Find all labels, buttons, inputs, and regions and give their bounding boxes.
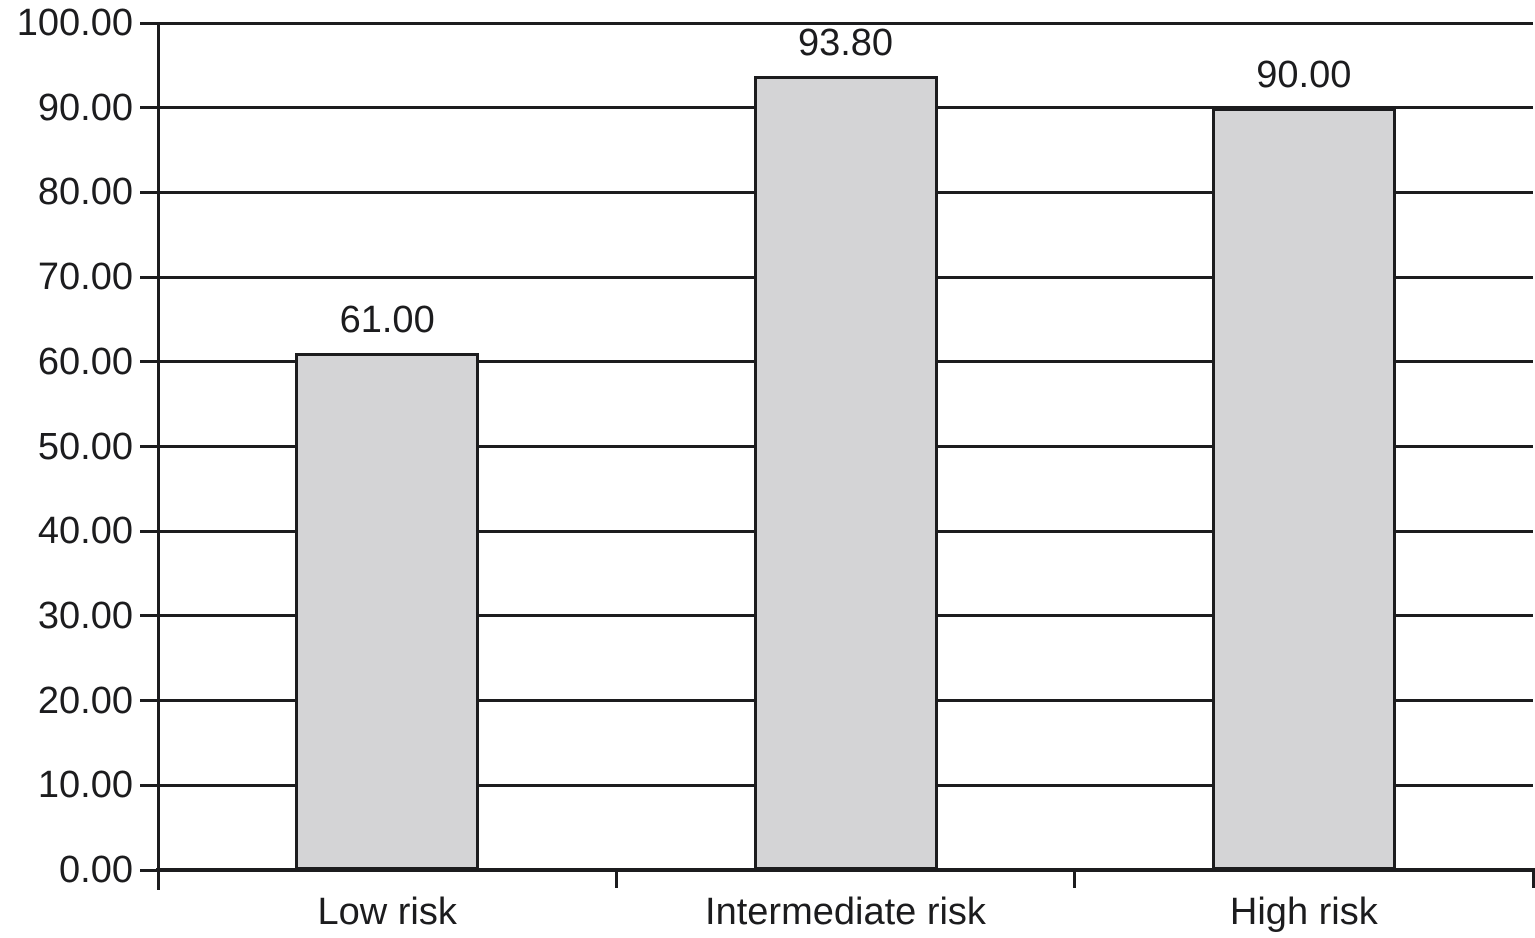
y-axis-tick bbox=[140, 868, 158, 872]
y-tick-label: 0.00 bbox=[59, 849, 133, 891]
x-axis-tick bbox=[614, 870, 618, 888]
y-axis-tick bbox=[140, 21, 158, 25]
y-tick-label: 70.00 bbox=[37, 256, 133, 299]
bar-value-label: 93.80 bbox=[797, 21, 894, 64]
y-axis-tick bbox=[140, 190, 158, 194]
y-axis-tick bbox=[140, 360, 158, 364]
y-tick-label: 60.00 bbox=[37, 340, 133, 383]
x-category-label: Intermediate risk bbox=[705, 891, 986, 933]
bar-value-label: 90.00 bbox=[1256, 53, 1352, 96]
x-category-label: Low risk bbox=[317, 891, 457, 933]
bar bbox=[1211, 107, 1396, 870]
y-tick-label: 80.00 bbox=[37, 171, 133, 214]
y-tick-label: 90.00 bbox=[37, 86, 133, 129]
y-axis-tick bbox=[140, 529, 158, 533]
bar-value-label: 61.00 bbox=[339, 299, 435, 342]
x-axis-tick bbox=[1073, 870, 1077, 888]
bar bbox=[753, 75, 938, 870]
y-axis-tick bbox=[140, 275, 158, 279]
y-tick-label: 100.00 bbox=[16, 2, 133, 44]
y-axis-tick bbox=[140, 699, 158, 703]
y-tick-label: 20.00 bbox=[37, 679, 133, 722]
y-tick-label: 40.00 bbox=[37, 510, 133, 553]
y-axis-tick bbox=[140, 106, 158, 110]
y-tick-label: 10.00 bbox=[37, 764, 133, 807]
y-tick-label: 50.00 bbox=[37, 425, 133, 468]
bar bbox=[295, 353, 480, 870]
y-tick-label: 30.00 bbox=[37, 594, 133, 637]
y-axis-line bbox=[157, 22, 160, 890]
y-axis-tick bbox=[140, 614, 158, 618]
x-axis-tick bbox=[1531, 870, 1535, 888]
y-axis-tick bbox=[140, 445, 158, 448]
gridline bbox=[158, 21, 1533, 25]
x-category-label: High risk bbox=[1229, 891, 1378, 933]
y-axis-tick bbox=[140, 783, 158, 787]
x-axis-line bbox=[156, 868, 1535, 872]
